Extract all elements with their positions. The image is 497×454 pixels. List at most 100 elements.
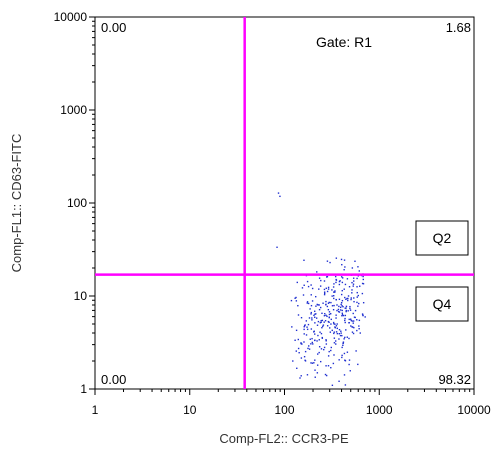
data-point	[311, 319, 313, 321]
data-point	[362, 278, 364, 281]
data-point	[357, 305, 359, 307]
data-point	[352, 322, 354, 324]
data-point	[325, 339, 327, 341]
data-point	[341, 309, 343, 312]
data-point	[327, 308, 330, 311]
data-point	[339, 334, 342, 337]
data-point	[301, 287, 304, 289]
data-point	[350, 319, 352, 322]
data-point	[336, 323, 338, 325]
data-point	[336, 309, 338, 312]
data-point	[300, 342, 302, 344]
data-point	[326, 275, 329, 278]
data-point	[303, 259, 305, 261]
data-point	[318, 304, 320, 306]
data-point	[361, 292, 364, 295]
data-point	[311, 337, 313, 340]
data-point	[325, 374, 328, 377]
data-point	[358, 270, 360, 272]
data-point	[317, 304, 319, 306]
data-point	[353, 316, 356, 318]
data-point	[332, 362, 335, 365]
data-point	[341, 315, 343, 317]
quadrant-box-q4[interactable]	[415, 286, 469, 322]
data-point	[341, 354, 343, 357]
data-point	[347, 310, 349, 312]
data-point	[313, 362, 315, 364]
data-point	[341, 312, 344, 314]
data-point	[311, 362, 314, 364]
data-point	[356, 319, 358, 321]
data-point	[345, 305, 348, 308]
data-point	[321, 319, 324, 322]
data-point	[356, 277, 358, 280]
data-point	[341, 289, 343, 292]
quadrant-box-q2[interactable]	[415, 220, 469, 256]
data-point	[334, 323, 336, 325]
data-point	[327, 302, 330, 304]
quadrant-label-q4: Q4	[433, 296, 452, 312]
data-point	[325, 365, 327, 367]
data-point	[343, 269, 345, 271]
data-point	[325, 287, 327, 289]
data-point	[351, 289, 353, 291]
data-point	[325, 300, 327, 303]
data-point	[357, 266, 359, 268]
data-point	[342, 306, 344, 308]
data-point	[323, 280, 326, 282]
data-point	[335, 257, 338, 259]
tick-labels: 1 10 100 1000 10000 1 10 100 1000 10000	[54, 10, 491, 417]
data-point	[332, 321, 335, 324]
data-point	[295, 300, 298, 302]
data-point	[356, 296, 358, 298]
data-point	[329, 261, 331, 264]
data-point	[345, 309, 347, 312]
data-point	[317, 334, 319, 337]
x-tick-label: 10000	[457, 403, 491, 417]
data-point	[349, 307, 351, 310]
data-point	[305, 320, 307, 322]
data-point	[307, 302, 310, 305]
data-point	[342, 314, 345, 317]
data-point	[347, 295, 350, 297]
data-point	[333, 331, 335, 333]
data-point	[349, 305, 351, 308]
data-point	[339, 306, 342, 309]
data-point	[319, 360, 322, 363]
data-point	[349, 370, 351, 372]
data-point	[294, 339, 296, 341]
data-point	[332, 286, 335, 288]
y-tick-label: 1000	[60, 103, 87, 117]
data-point	[338, 380, 340, 382]
data-point	[333, 283, 335, 285]
data-point	[314, 359, 316, 361]
data-point	[299, 377, 301, 379]
data-point	[330, 366, 332, 369]
data-point	[343, 259, 346, 261]
data-point	[325, 276, 328, 278]
data-point	[295, 296, 297, 299]
data-point	[341, 305, 343, 307]
data-point	[352, 332, 355, 335]
data-point	[331, 329, 333, 332]
data-point	[352, 283, 355, 285]
data-point	[313, 314, 315, 317]
data-point	[300, 375, 302, 377]
data-point	[344, 266, 346, 268]
data-point	[358, 328, 360, 330]
data-point	[348, 318, 350, 321]
data-point	[353, 280, 355, 282]
data-point	[331, 384, 334, 387]
data-point	[333, 297, 335, 300]
data-point	[335, 325, 338, 327]
x-axis-label: Comp-FL2:: CCR3-PE	[219, 431, 349, 446]
data-point	[350, 325, 352, 327]
data-point	[316, 372, 319, 374]
data-point	[348, 322, 350, 324]
data-point	[346, 278, 349, 280]
data-point	[334, 290, 336, 292]
data-point	[348, 363, 350, 366]
data-point	[311, 287, 314, 290]
data-point	[328, 301, 330, 304]
data-point	[295, 350, 297, 352]
